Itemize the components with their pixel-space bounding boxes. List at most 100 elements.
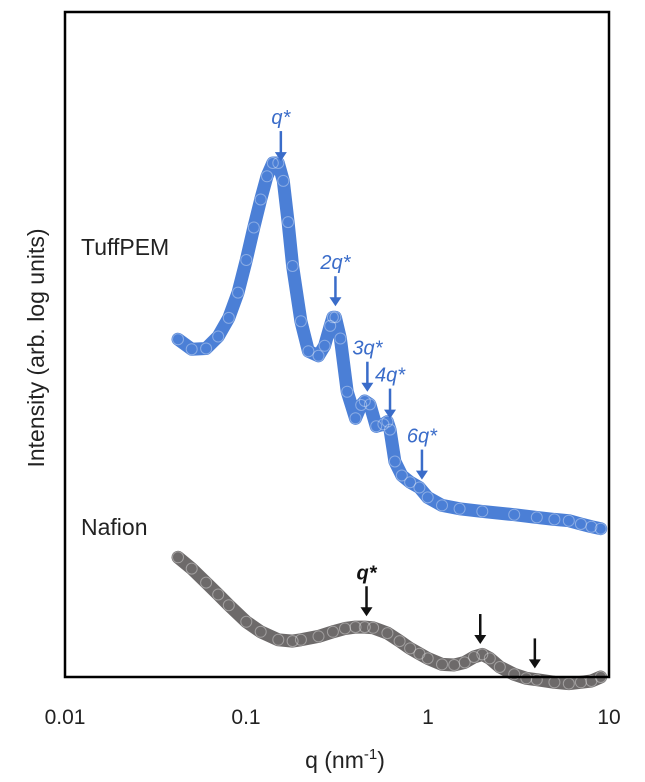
data-point-nafion (493, 661, 506, 673)
plot-area (171, 156, 608, 691)
data-point-nafion (468, 651, 480, 663)
data-point-tuffpem (530, 511, 543, 524)
data-point-nafion (172, 551, 184, 564)
data-point-tuffpem (453, 502, 466, 515)
data-point-nafion (404, 642, 417, 655)
data-point-tuffpem (562, 514, 575, 527)
peak-label: 2q* (319, 252, 351, 274)
data-point-nafion (436, 658, 448, 671)
data-point-nafion (358, 621, 371, 634)
x-tick-label: 0.01 (45, 706, 86, 729)
data-point-nafion (326, 625, 339, 638)
data-point-nafion (240, 615, 253, 628)
peak-marker (474, 614, 487, 645)
series-line-tuffpem (171, 156, 608, 536)
peak-marker: 3q* (352, 338, 384, 392)
peak-arrow-head (274, 152, 287, 162)
peak-marker: 2q* (319, 252, 352, 307)
data-point-nafion (212, 588, 225, 601)
data-point-tuffpem (355, 399, 368, 411)
peak-label: q* (271, 107, 291, 129)
data-point-tuffpem (476, 505, 489, 518)
data-point-nafion (286, 635, 299, 648)
series-line-nafion (171, 550, 608, 691)
data-point-nafion (349, 621, 362, 634)
data-point-tuffpem (421, 491, 434, 504)
data-point-tuffpem (395, 469, 408, 482)
peak-marker: q* (357, 562, 378, 617)
data-point-tuffpem (286, 260, 299, 272)
data-point-nafion (367, 621, 380, 634)
data-point-nafion (448, 659, 461, 671)
data-point-tuffpem (302, 345, 315, 358)
data-point-tuffpem (326, 311, 339, 324)
data-point-tuffpem (381, 415, 394, 428)
data-point-nafion (508, 668, 521, 681)
peak-label: 4q* (375, 365, 406, 387)
x-tick-label: 0.1 (231, 706, 260, 729)
data-point-tuffpem (312, 349, 325, 362)
data-point-nafion (421, 652, 434, 665)
x-axis-title-end: ) (377, 747, 385, 773)
data-point-tuffpem (329, 311, 342, 324)
data-point-tuffpem (548, 513, 561, 526)
x-axis-title-main: q (nm (305, 747, 364, 773)
data-point-tuffpem (324, 319, 337, 332)
peak-label: q* (357, 562, 378, 584)
data-point-tuffpem (349, 412, 362, 425)
data-point-tuffpem (585, 520, 598, 533)
data-point-tuffpem (377, 418, 390, 431)
data-point-tuffpem (261, 170, 273, 183)
data-point-nafion (185, 562, 198, 575)
data-point-nafion (476, 648, 489, 661)
x-tick-label: 10 (597, 706, 620, 729)
data-point-nafion (530, 673, 543, 686)
series-label-tuffpem: TuffPEM (81, 234, 169, 260)
peak-arrow-head (361, 382, 374, 392)
data-point-tuffpem (294, 315, 307, 328)
peak-arrow-head (329, 297, 342, 307)
data-point-tuffpem (172, 333, 184, 346)
data-point-nafion (458, 656, 471, 669)
data-point-nafion (200, 576, 213, 589)
x-tick-label: 1 (422, 706, 434, 729)
peak-label: 6q* (407, 426, 438, 448)
y-axis-title: Intensity (arb. log units) (23, 228, 49, 467)
data-point-tuffpem (200, 342, 213, 355)
peak-arrow-head (415, 470, 428, 480)
data-point-tuffpem (413, 481, 426, 494)
data-point-tuffpem (247, 221, 260, 234)
data-point-tuffpem (574, 518, 587, 530)
peak-marker: 4q* (375, 365, 406, 419)
x-axis-title: q (nm-1) (305, 746, 385, 773)
peak-marker: q* (271, 107, 292, 162)
peak-annotations: q* 2q* 3q* 4q* 6q* q* (271, 107, 541, 669)
peak-arrow-head (528, 659, 541, 669)
data-point-tuffpem (318, 339, 331, 352)
data-point-tuffpem (222, 311, 235, 324)
data-point-tuffpem (212, 330, 225, 343)
data-point-tuffpem (185, 343, 198, 356)
data-point-tuffpem (404, 476, 417, 489)
data-point-nafion (585, 675, 598, 687)
x-axis: 0.01 0.1 1 10 (45, 706, 621, 729)
peak-arrow-head (384, 409, 397, 419)
data-point-tuffpem (370, 420, 383, 433)
data-point-tuffpem (272, 157, 285, 169)
data-point-tuffpem (388, 455, 401, 468)
data-point-tuffpem (334, 332, 347, 345)
data-point-tuffpem (277, 174, 290, 187)
data-point-tuffpem (266, 157, 279, 169)
data-point-nafion (272, 633, 285, 646)
peak-marker (528, 638, 541, 669)
data-point-tuffpem (363, 398, 376, 411)
data-point-nafion (393, 635, 406, 648)
data-point-tuffpem (254, 193, 267, 206)
data-point-nafion (339, 622, 351, 635)
data-point-nafion (413, 647, 426, 660)
data-point-nafion (520, 672, 533, 685)
series-label-nafion: Nafion (81, 514, 147, 540)
peak-marker: 6q* (407, 426, 438, 480)
peak-arrow-head (474, 635, 487, 645)
